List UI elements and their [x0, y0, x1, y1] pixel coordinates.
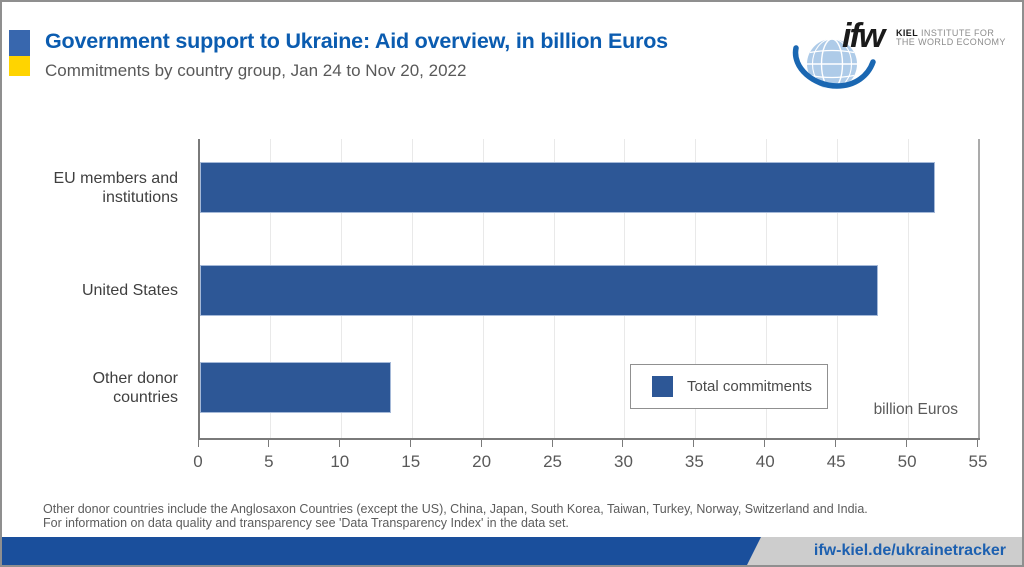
- category-label: United States: [81, 282, 178, 299]
- tick-label: 25: [543, 452, 562, 471]
- category-label: Other donor countries: [92, 369, 178, 406]
- tick-label: 45: [826, 452, 846, 471]
- tick-mark: [835, 440, 837, 447]
- tick-mark: [198, 440, 199, 447]
- bar-1: [200, 162, 935, 213]
- tick-label: 10: [330, 452, 350, 471]
- ukraine-flag-icon: [9, 30, 30, 76]
- tick-mark: [977, 440, 978, 447]
- institute-name-line2: THE WORLD ECONOMY: [896, 36, 1006, 47]
- tick-label: 0: [193, 452, 203, 471]
- chart-subtitle: Commitments by country group, Jan 24 to …: [45, 61, 467, 80]
- plot-area: [198, 139, 980, 440]
- tick-mark: [693, 440, 695, 447]
- tick-mark: [409, 440, 411, 447]
- ifw-wordmark: ifw: [842, 17, 885, 55]
- tick-mark: [267, 440, 269, 447]
- flag-yellow-stripe: [9, 56, 30, 76]
- tick-mark: [551, 440, 553, 447]
- flag-blue-stripe: [9, 30, 30, 56]
- tick-label: 35: [684, 452, 704, 471]
- gridline: [908, 139, 910, 438]
- footnote: Other donor countries include the Anglos…: [43, 502, 1011, 530]
- category-label: EU members and institutions: [53, 169, 179, 206]
- tick-mark: [622, 440, 624, 447]
- footer-url: ifw-kiel.de/ukrainetracker: [813, 542, 1006, 559]
- legend-label: Total commitments: [687, 378, 813, 395]
- kiel-institute-logo: ifw KIEL INSTITUTE FOR THE WORLD ECONOMY: [792, 17, 1005, 98]
- tick-mark: [906, 440, 908, 447]
- gridline: [978, 139, 980, 438]
- footer-blue-band: [2, 537, 761, 565]
- institute-name: KIEL INSTITUTE FOR THE WORLD ECONOMY: [896, 28, 1006, 47]
- tick-label: 15: [401, 452, 421, 471]
- y-axis-labels: EU members and institutions United States…: [32, 139, 179, 438]
- footer-bar: ifw-kiel.de/ukrainetracker: [2, 537, 1022, 565]
- tick-mark: [480, 440, 482, 447]
- tick-label: 55: [968, 452, 988, 471]
- tick-label: 5: [264, 452, 274, 471]
- institute-name-line1: INSTITUTE FOR: [921, 28, 995, 38]
- chart-title: Government support to Ukraine: Aid overv…: [45, 29, 668, 53]
- bar-3: [200, 362, 392, 413]
- tick-label: 30: [613, 452, 633, 471]
- institute-name-kiel: KIEL: [896, 28, 919, 38]
- legend: Total commitments: [630, 364, 828, 409]
- tick-label: 50: [897, 452, 917, 471]
- footnote-line-2: For information on data quality and tran…: [43, 516, 569, 530]
- x-axis-ticks: [198, 440, 978, 447]
- tick-mark: [764, 440, 766, 447]
- tick-label: 20: [472, 452, 492, 471]
- x-axis-labels: 0 5 10 15 20 25 30 35 40 45 50 55: [193, 452, 987, 474]
- footnote-line-1: Other donor countries include the Anglos…: [43, 502, 868, 516]
- bar-2: [200, 265, 878, 316]
- legend-swatch: [652, 376, 673, 397]
- globe-icon: [792, 38, 876, 90]
- tick-mark: [338, 440, 340, 447]
- tick-label: 40: [755, 452, 775, 471]
- x-axis-unit-label: billion Euros: [873, 401, 958, 418]
